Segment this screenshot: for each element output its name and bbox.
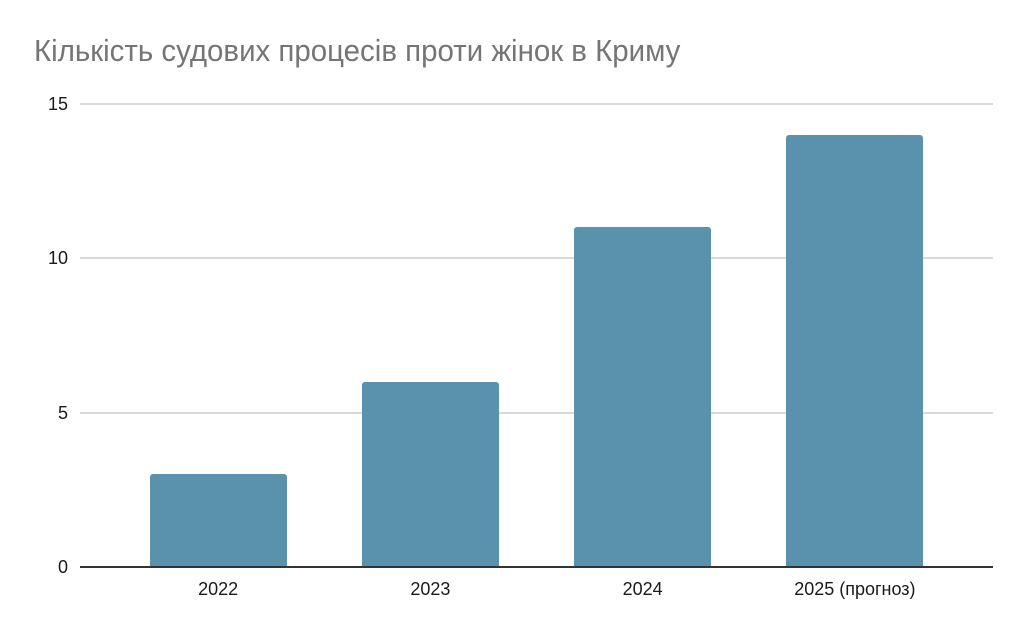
bar-2025 <box>786 134 924 567</box>
bar-2023 <box>361 381 499 567</box>
x-tick-label-2025: 2025 (прогноз) <box>794 579 916 599</box>
y-tick-label-15: 15 <box>47 94 68 114</box>
plot-area <box>80 103 993 568</box>
y-tick-label-5: 5 <box>57 402 68 423</box>
chart-title: Кількість судових процесів проти жінок в… <box>34 33 681 68</box>
x-tick-label-2022: 2022 <box>198 579 239 599</box>
x-axis-line <box>80 566 993 568</box>
y-tick-label-10: 10 <box>47 248 68 269</box>
x-tick-label-2023: 2023 <box>410 579 451 599</box>
x-tick-label-2024: 2024 <box>622 579 663 599</box>
bar-2022 <box>149 474 287 567</box>
gridline-5 <box>80 411 993 414</box>
y-tick-label-0: 0 <box>57 557 68 577</box>
gridline-10 <box>80 257 993 260</box>
gridline-15 <box>80 103 993 105</box>
bar-2024 <box>574 227 712 567</box>
